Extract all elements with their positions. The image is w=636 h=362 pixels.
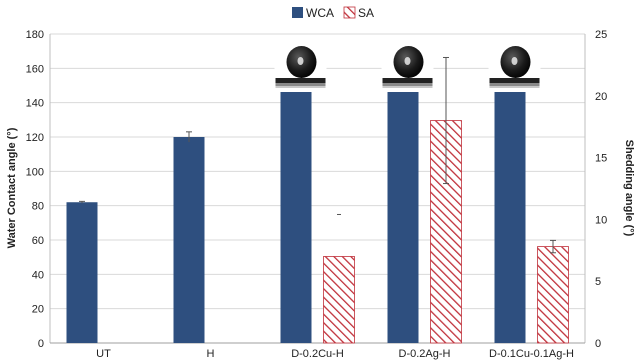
x-tick-label: D-0.1Cu-0.1Ag-H: [489, 348, 574, 360]
bar-sa: [537, 246, 569, 344]
y2-tick-label: 0: [595, 338, 601, 350]
y-tick-label: 20: [32, 304, 44, 316]
legend-label-sa: SA: [358, 6, 374, 20]
y2-tick-label: 5: [595, 276, 601, 288]
legend-swatch-wca: [292, 7, 303, 18]
x-tick-label: D-0.2Ag-H: [399, 348, 451, 360]
y-tick-label: 160: [26, 63, 44, 75]
substrate-reflection: [489, 83, 540, 86]
y2-axis-title: Shedding angle (°): [623, 140, 635, 237]
x-tick-label: H: [207, 348, 215, 360]
y-axis-title: Water Contact angle (°): [6, 127, 18, 248]
droplet-highlight: [511, 57, 518, 65]
y-tick-label: 0: [38, 338, 44, 350]
droplet-highlight: [404, 57, 411, 65]
y2-tick-label: 20: [595, 91, 607, 103]
bar-wca: [494, 65, 526, 343]
legend-label-wca: WCA: [306, 6, 334, 20]
substrate: [489, 78, 540, 83]
x-tick-label: D-0.2Cu-H: [291, 348, 344, 360]
y-tick-label: 140: [26, 98, 44, 110]
substrate-edge: [489, 86, 540, 88]
y2-tick-label: 25: [595, 29, 607, 41]
substrate-edge: [275, 86, 326, 88]
y-tick-label: 80: [32, 201, 44, 213]
x-tick-label: UT: [96, 348, 111, 360]
substrate: [275, 78, 326, 83]
inset-photos: [274, 42, 541, 92]
water-droplet-photo-icon: [381, 42, 434, 92]
y-tick-label: 120: [26, 132, 44, 144]
substrate-edge: [382, 86, 433, 88]
substrate-reflection: [275, 83, 326, 86]
y-tick-label: 40: [32, 269, 44, 281]
bar-wca: [173, 137, 205, 343]
gridlines: [50, 33, 585, 310]
substrate-reflection: [382, 83, 433, 86]
axes: 0 20 40 60 80 100 120 140 160 180 0 5 10 15 20 25 UT H D-0…: [26, 29, 608, 360]
y2-tick-label: 10: [595, 214, 607, 226]
bar-sa: [323, 256, 355, 344]
y-tick-label: 60: [32, 235, 44, 247]
legend: WCA SA: [292, 6, 374, 20]
legend-swatch-sa: [343, 6, 356, 19]
substrate: [382, 78, 433, 83]
bar-wca: [280, 64, 312, 344]
bar-wca: [387, 73, 419, 343]
water-droplet-photo-icon: [488, 42, 541, 92]
y2-tick-label: 15: [595, 153, 607, 165]
droplet-highlight: [297, 57, 304, 65]
water-droplet-photo-icon: [274, 42, 327, 92]
bar-wca: [66, 202, 98, 343]
bars: [66, 54, 569, 344]
y-tick-label: 180: [26, 29, 44, 41]
y-tick-label: 100: [26, 166, 44, 178]
